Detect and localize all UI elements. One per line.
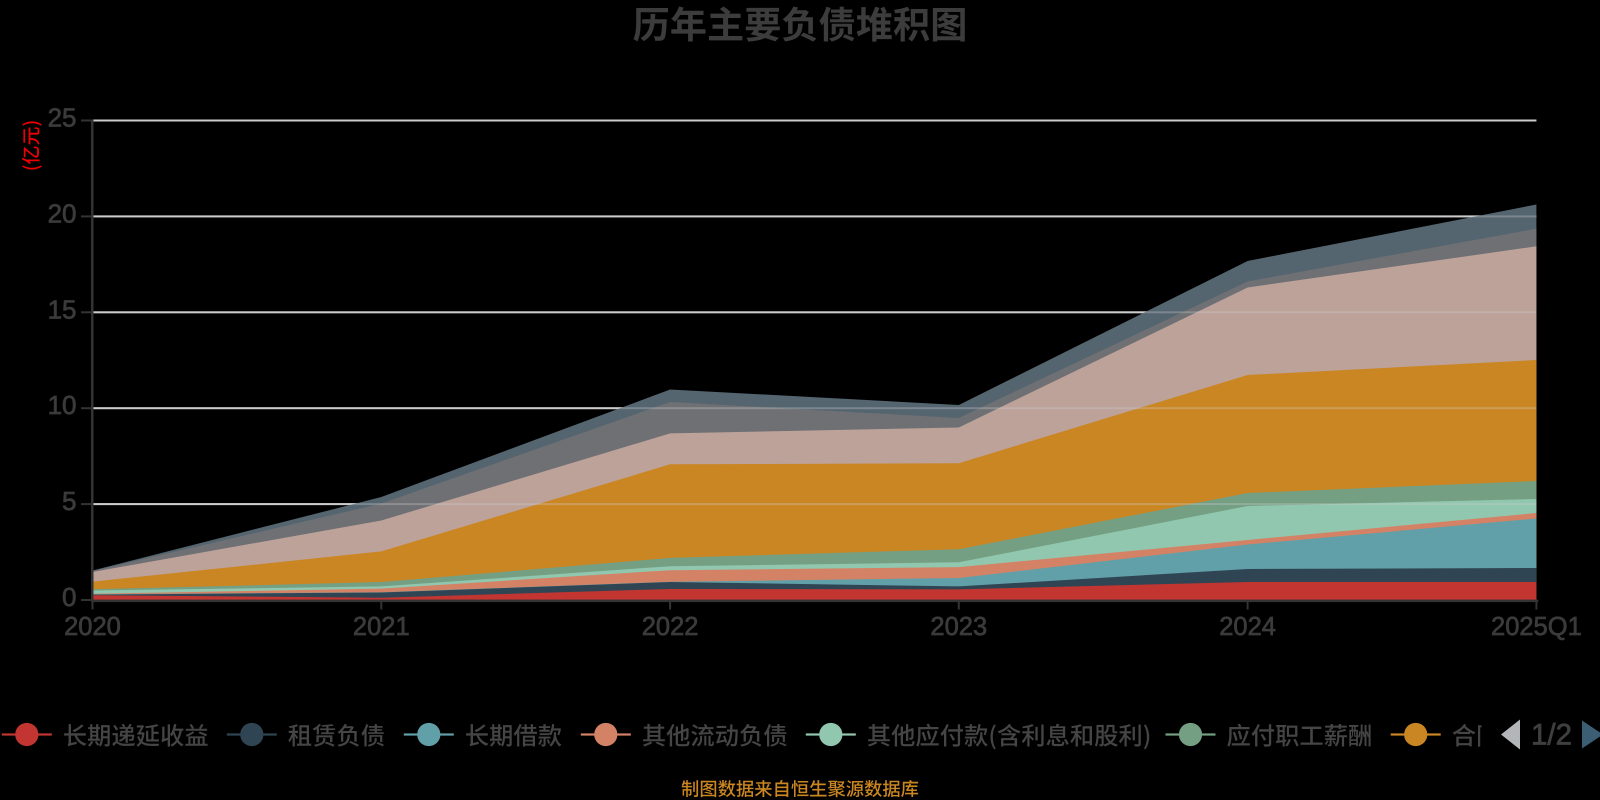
svg-text:2020: 2020 [64, 613, 121, 641]
svg-text:0: 0 [62, 582, 76, 612]
svg-text:2024: 2024 [1219, 613, 1276, 641]
svg-text:25: 25 [48, 103, 77, 133]
svg-text:20: 20 [48, 198, 77, 228]
svg-text:5: 5 [62, 486, 76, 516]
svg-text:2023: 2023 [930, 613, 987, 641]
svg-text:15: 15 [48, 294, 77, 324]
svg-text:2022: 2022 [642, 613, 699, 641]
svg-text:2025Q1: 2025Q1 [1491, 613, 1582, 641]
svg-text:1/2: 1/2 [1531, 719, 1572, 752]
svg-text:2021: 2021 [353, 613, 410, 641]
svg-text:10: 10 [48, 390, 77, 420]
